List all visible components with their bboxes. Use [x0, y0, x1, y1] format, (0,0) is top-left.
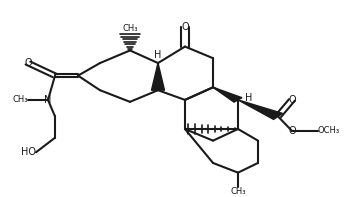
Text: H: H: [154, 50, 161, 60]
Text: O: O: [288, 95, 296, 105]
Text: CH₃: CH₃: [122, 24, 138, 33]
Text: CH₃: CH₃: [13, 95, 28, 104]
Text: O: O: [24, 58, 32, 68]
Text: CH₃: CH₃: [230, 187, 246, 196]
Text: H: H: [245, 93, 252, 103]
Text: O: O: [288, 126, 296, 136]
Polygon shape: [213, 87, 242, 102]
Polygon shape: [238, 100, 282, 119]
Text: N: N: [44, 95, 52, 105]
Text: HO: HO: [21, 147, 36, 157]
Text: O: O: [181, 22, 189, 32]
Polygon shape: [151, 63, 164, 90]
Text: OCH₃: OCH₃: [318, 126, 340, 136]
